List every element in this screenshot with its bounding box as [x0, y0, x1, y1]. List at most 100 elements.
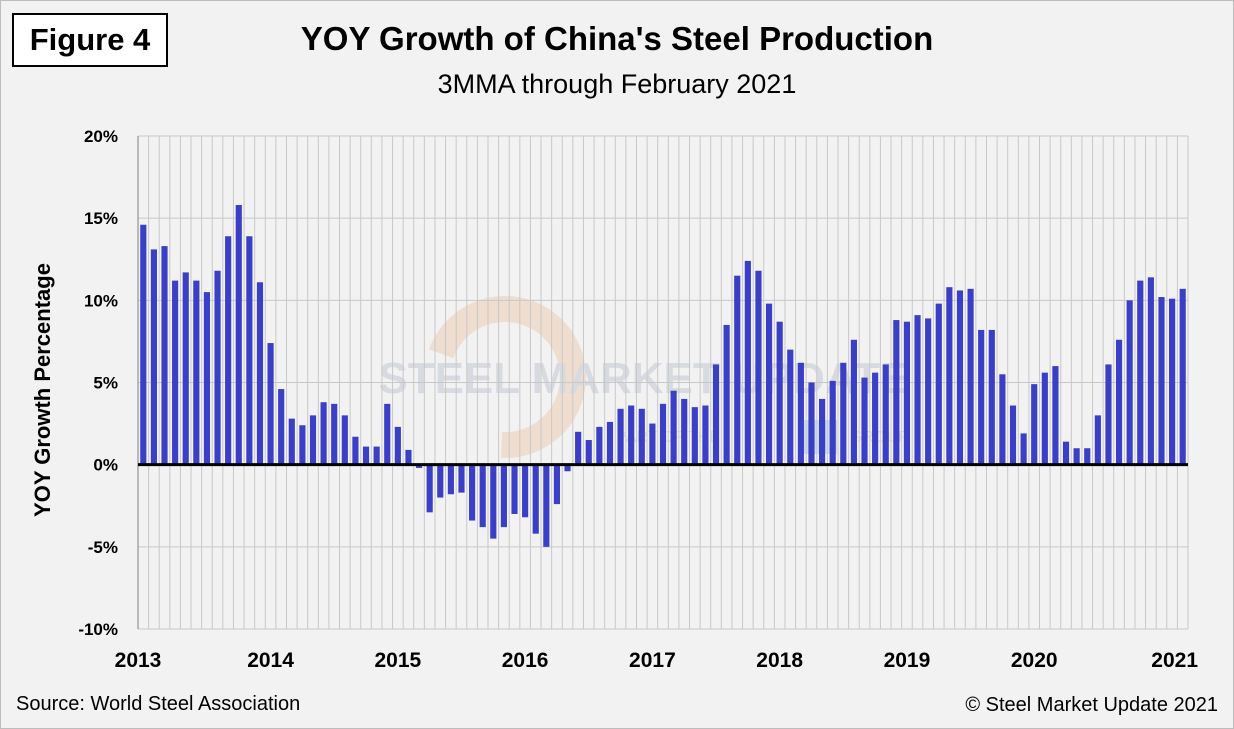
figure-label: Figure 4	[12, 13, 168, 67]
x-tick-label: 2015	[374, 649, 421, 672]
bar	[532, 464, 539, 534]
bar	[1147, 277, 1154, 465]
bar	[1126, 300, 1133, 465]
bar	[1158, 297, 1165, 465]
bar-series	[140, 205, 1186, 547]
bar	[935, 303, 942, 465]
bar	[861, 377, 868, 465]
bar	[829, 380, 836, 465]
bar	[797, 362, 804, 465]
chart-subtitle: 3MMA through February 2021	[437, 69, 797, 99]
bar	[522, 464, 529, 518]
x-tick-label: 2018	[756, 649, 803, 672]
x-tick-label: 2016	[502, 649, 549, 672]
y-tick-label: 5%	[93, 374, 118, 393]
y-tick-label: 10%	[84, 291, 118, 310]
bar	[628, 405, 635, 465]
y-tick-label: 15%	[84, 209, 118, 228]
bar	[702, 405, 709, 465]
bar	[585, 440, 592, 465]
bar	[596, 426, 603, 465]
bar	[161, 246, 168, 465]
bar	[341, 415, 348, 465]
bar	[235, 205, 242, 465]
bar	[256, 282, 264, 465]
x-tick-label: 2019	[884, 649, 931, 672]
bar	[331, 403, 338, 465]
bar	[617, 408, 624, 465]
bar	[819, 398, 826, 465]
bar	[1041, 372, 1048, 465]
source-note: Source: World Steel Association	[16, 693, 301, 715]
x-tick-label: 2020	[1011, 649, 1058, 672]
bar	[1073, 448, 1080, 465]
bar	[967, 288, 974, 465]
bar	[500, 464, 507, 528]
bar	[172, 280, 179, 465]
bar	[225, 236, 232, 465]
bar	[925, 318, 932, 465]
bar	[606, 421, 614, 465]
bar	[681, 398, 688, 465]
bar	[840, 362, 847, 465]
bar	[193, 280, 200, 465]
y-axis-label: YOY Growth Percentage	[30, 263, 55, 517]
bar	[426, 464, 433, 513]
bar	[469, 464, 476, 521]
y-tick-label: 0%	[93, 456, 118, 475]
bar	[1084, 448, 1091, 465]
bar	[405, 449, 412, 465]
bar	[670, 390, 677, 465]
bar	[1105, 364, 1112, 465]
bar	[352, 436, 359, 465]
bar	[150, 249, 157, 465]
chart-title: YOY Growth of China's Steel Production	[300, 20, 934, 57]
bar	[755, 270, 762, 465]
bar	[744, 260, 751, 465]
bar	[415, 464, 423, 468]
bar	[384, 403, 391, 465]
bar	[734, 275, 741, 465]
bar	[1169, 298, 1176, 465]
bar	[1009, 405, 1017, 465]
grid-lines	[137, 135, 1189, 630]
bar	[564, 464, 571, 472]
bar	[309, 415, 317, 465]
bar	[787, 349, 794, 465]
bar	[1062, 441, 1070, 465]
y-tick-label: -5%	[88, 538, 118, 557]
bar	[1052, 366, 1059, 465]
bar	[1137, 280, 1144, 465]
bar	[320, 402, 327, 465]
bar	[140, 224, 147, 465]
bar	[988, 329, 995, 465]
bar	[999, 374, 1006, 465]
bar	[1179, 288, 1186, 465]
bar	[882, 364, 889, 465]
bar	[458, 464, 465, 493]
bar	[203, 292, 211, 465]
bar	[214, 270, 221, 465]
bar	[956, 290, 964, 465]
bar	[575, 431, 582, 465]
bar	[1115, 339, 1123, 465]
bar	[288, 418, 295, 465]
bar	[362, 446, 370, 465]
bar	[437, 464, 444, 498]
bar	[1031, 384, 1038, 465]
bar	[776, 321, 783, 465]
y-axis-ticks: -10% -5% 0% 5% 10% 15% 20%	[78, 127, 118, 639]
copyright-note: © Steel Market Update 2021	[965, 694, 1218, 716]
bar	[479, 464, 486, 528]
bar	[903, 321, 911, 465]
bar	[850, 339, 857, 465]
bar	[914, 315, 921, 465]
x-tick-label: 2021	[1151, 649, 1198, 672]
bar	[638, 408, 645, 465]
bar	[1020, 433, 1027, 465]
y-tick-label: 20%	[84, 127, 118, 146]
bar	[267, 343, 274, 465]
bar	[299, 425, 306, 465]
bar	[765, 303, 773, 465]
x-tick-label: 2014	[247, 649, 294, 672]
